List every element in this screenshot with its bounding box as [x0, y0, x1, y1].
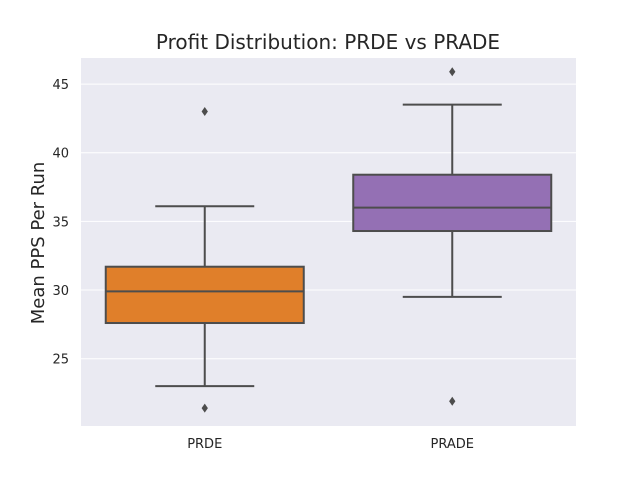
outlier-point: [449, 67, 456, 77]
box-plots: [104, 67, 553, 413]
x-tick-label: PRDE: [187, 437, 222, 452]
outlier-point: [201, 107, 208, 117]
plot-background: [81, 58, 576, 426]
iqr-box: [104, 265, 305, 325]
y-axis-label: Mean PPS Per Run: [28, 162, 49, 325]
outlier-point: [201, 403, 208, 413]
chart-title: Profit Distribution: PRDE vs PRADE: [156, 30, 500, 54]
y-tick-label: 25: [52, 353, 69, 368]
outlier-point: [449, 396, 456, 406]
iqr-box: [352, 173, 553, 233]
y-tick-label: 30: [52, 284, 69, 299]
box-prade: [352, 67, 553, 406]
y-tick-label: 45: [52, 78, 69, 93]
x-tick-labels: PRDE PRADE: [187, 437, 474, 452]
box-prde: [104, 107, 305, 413]
y-tick-label: 35: [52, 215, 69, 230]
x-tick-label: PRADE: [431, 437, 474, 452]
y-tick-label: 40: [52, 147, 69, 162]
y-tick-labels: 25 30 35 40 45: [52, 78, 69, 368]
